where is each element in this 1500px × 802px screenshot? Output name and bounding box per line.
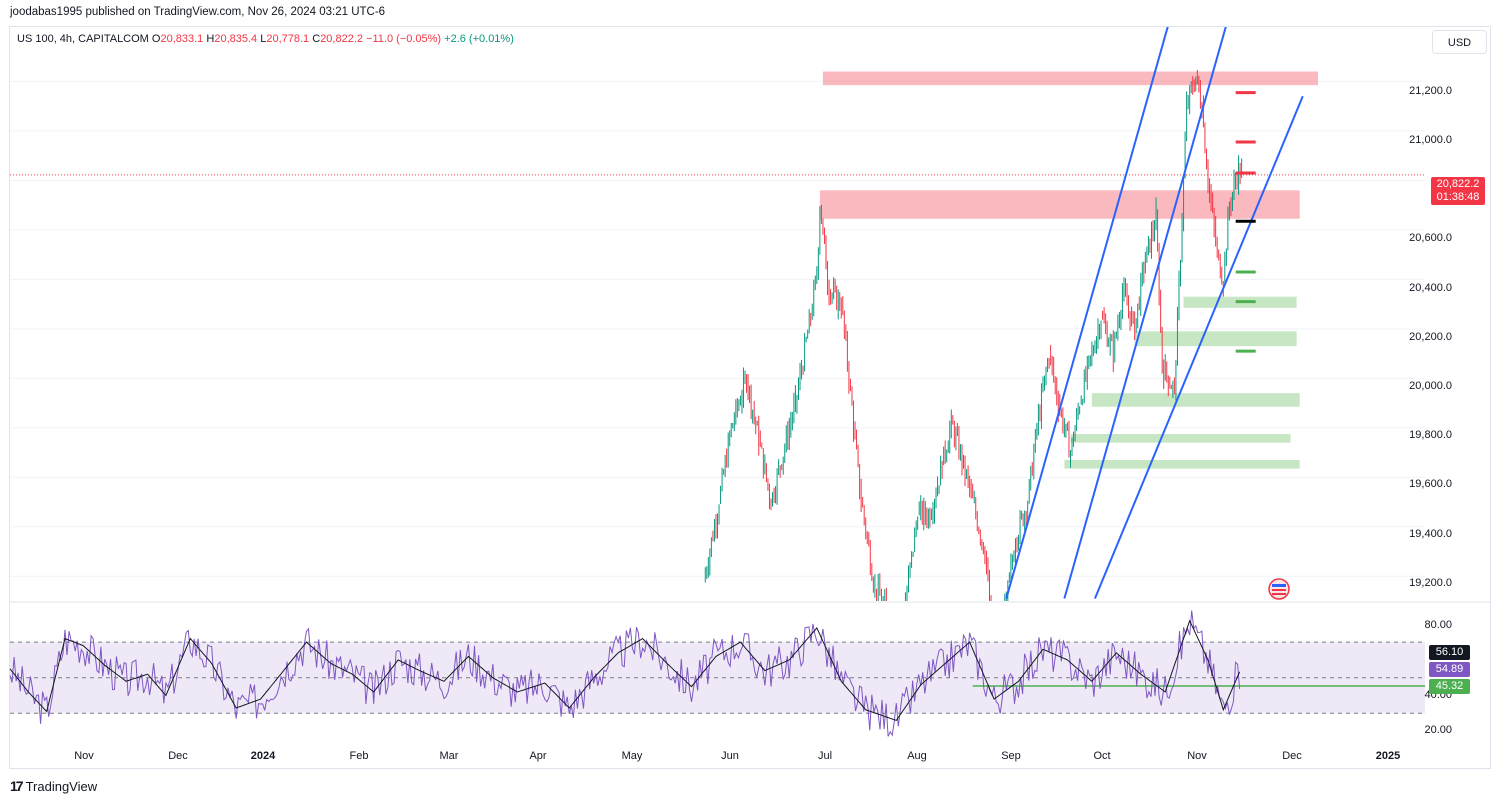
low-label: L: [260, 33, 267, 45]
time-tick: Jul: [817, 750, 833, 762]
price-tick: 21,200.0: [1409, 85, 1452, 97]
price-tick: 21,000.0: [1409, 134, 1452, 146]
bar-countdown: 01:38:48: [1436, 191, 1480, 203]
price-tick: 19,400.0: [1409, 528, 1452, 540]
published-line: joodabas1995 published on TradingView.co…: [10, 6, 386, 18]
time-tick: Dec: [168, 750, 188, 762]
us-flag-icon: [1272, 584, 1286, 587]
support-zone: [1064, 459, 1300, 469]
trendline[interactable]: [1005, 0, 1177, 599]
symbol-legend: US 100, 4h, CAPITALCOM O20,833.1 H20,835…: [17, 33, 514, 45]
time-tick: Feb: [349, 750, 369, 762]
time-tick: Jun: [721, 750, 739, 762]
price-tick: 19,200.0: [1409, 577, 1452, 589]
tradingview-footer[interactable]: 17 TradingView: [10, 778, 97, 794]
symbol-title: US 100, 4h, CAPITALCOM: [17, 33, 149, 45]
time-tick: 2024: [250, 750, 276, 762]
time-tick: Mar: [439, 750, 459, 762]
time-tick: Sep: [1001, 750, 1021, 762]
time-tick: Apr: [529, 750, 547, 762]
support-zone: [1134, 331, 1297, 347]
resistance-zone: [819, 190, 1300, 219]
rsi-signal-badge: 54.89: [1429, 662, 1470, 677]
last-price-badge: 20,822.2 01:38:48: [1431, 177, 1485, 205]
time-tick: Nov: [74, 750, 94, 762]
trendline[interactable]: [1063, 0, 1235, 599]
rsi-signal-line: [9, 619, 1241, 721]
price-tick: 20,200.0: [1409, 331, 1452, 343]
price-tick: 20,400.0: [1409, 282, 1452, 294]
price-tick: 20,000.0: [1409, 380, 1452, 392]
rsi-level-badge: 45.32: [1429, 679, 1470, 694]
us-flag-icon: [1272, 593, 1286, 595]
high-value: 20,835.4: [214, 33, 258, 45]
price-tick: 19,800.0: [1409, 429, 1452, 441]
support-zone: [1070, 433, 1291, 443]
change-value: −11.0 (−0.05%): [366, 33, 442, 45]
low-value: 20,778.1: [266, 33, 310, 45]
time-tick: Nov: [1187, 750, 1207, 762]
currency-button[interactable]: USD: [1432, 30, 1487, 54]
price-tick: 19,600.0: [1409, 478, 1452, 490]
time-tick: Oct: [1093, 750, 1111, 762]
candles-group: [704, 0, 1304, 601]
open-label: O: [151, 33, 161, 45]
rsi-tick: 80.00: [1424, 619, 1452, 631]
extra-change-value: +2.6 (+0.01%): [444, 33, 514, 45]
resistance-zone: [822, 71, 1319, 86]
support-zone: [1091, 393, 1300, 407]
high-label: H: [206, 33, 215, 45]
time-tick: May: [621, 750, 643, 762]
chart-frame: [9, 26, 1491, 769]
time-tick: Aug: [907, 750, 927, 762]
open-value: 20,833.1: [160, 33, 204, 45]
trendline[interactable]: [1094, 95, 1304, 599]
close-value: 20,822.2: [320, 33, 364, 45]
last-price-value: 20,822.2: [1436, 178, 1480, 190]
rsi-value-badge: 56.10: [1429, 645, 1470, 660]
rsi-tick: 20.00: [1424, 724, 1452, 736]
us-flag-icon: [1272, 589, 1286, 591]
time-tick: Dec: [1282, 750, 1302, 762]
time-tick: 2025: [1375, 750, 1401, 762]
tradingview-brand: TradingView: [25, 778, 98, 794]
tradingview-logo-icon: 17: [10, 778, 24, 794]
close-label: C: [312, 33, 321, 45]
price-tick: 20,600.0: [1409, 232, 1452, 244]
